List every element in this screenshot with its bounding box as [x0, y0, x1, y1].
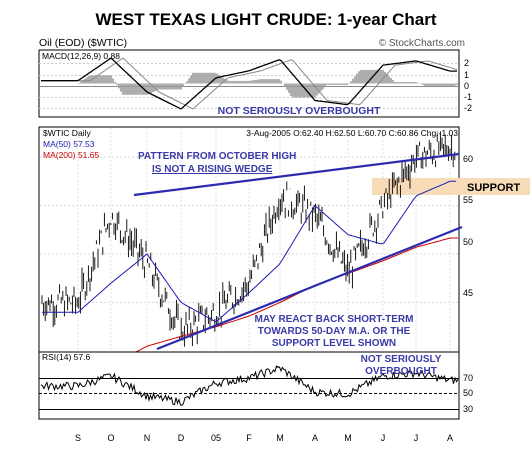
- ma50-line: [42, 180, 456, 323]
- price-name: $WTIC Daily: [43, 128, 91, 138]
- wedge-annotation-2: IS NOT A RISING WEDGE: [152, 164, 273, 175]
- wedge-annotation-1: PATTERN FROM OCTOBER HIGH: [138, 151, 296, 162]
- price-quote: 3-Aug-2005 O:62.40 H:62.50 L:60.70 C:60.…: [246, 128, 458, 138]
- upper-trendline: [133, 152, 460, 197]
- price-ytick-45: 45: [463, 288, 473, 298]
- x-label-05: 05: [211, 433, 221, 443]
- macd-annotation: NOT SERIOUSLY OVERBOUGHT: [218, 105, 381, 117]
- price-ytick-50: 50: [463, 237, 473, 247]
- support-band: [372, 178, 459, 195]
- macd-line: [41, 57, 457, 110]
- watermark: © StockCharts.com: [379, 38, 465, 49]
- macd-panel: MACD(12,26,9) 0.88 NOT SERIOUSLY OVERBOU…: [38, 49, 472, 118]
- macd-histogram: [78, 69, 458, 98]
- x-label-m2: M: [344, 433, 352, 443]
- ma200-label: MA(200) 51.65: [43, 150, 99, 160]
- macd-ytick-1: 1: [464, 70, 469, 80]
- x-label-s: S: [75, 433, 81, 443]
- macd-label: MACD(12,26,9) 0.88: [42, 51, 120, 61]
- rsi-label: RSI(14) 57.6: [42, 352, 90, 362]
- symbol-line: Oil (EOD) ($WTIC): [39, 37, 127, 49]
- react-annotation-1: MAY REACT BACK SHORT-TERM: [255, 314, 414, 325]
- rsi-panel: RSI(14) 57.6 NOT SERIOUSLY OVERBOUGHT 70…: [38, 351, 473, 420]
- react-annotation-2: TOWARDS 50-DAY M.A. OR THE: [258, 326, 411, 337]
- x-label-f: F: [246, 433, 252, 443]
- x-label-j1: J: [381, 433, 386, 443]
- x-label-o: O: [107, 433, 114, 443]
- price-ytick-55: 55: [463, 195, 473, 205]
- price-grid: [40, 128, 458, 351]
- macd-ytick-m2: -2: [464, 103, 472, 113]
- x-label-a1: A: [312, 433, 318, 443]
- macd-ytick-2: 2: [464, 58, 469, 68]
- rsi-ytick-50: 50: [463, 388, 473, 398]
- react-annotation-3: SUPPORT LEVEL SHOWN: [272, 338, 396, 349]
- x-label-n: N: [144, 433, 151, 443]
- macd-ytick-m1: -1: [464, 92, 472, 102]
- macd-ytick-0: 0: [464, 81, 469, 91]
- chart-title: WEST TEXAS LIGHT CRUDE: 1-year Chart: [96, 10, 437, 29]
- price-ytick-60: 60: [463, 154, 473, 164]
- rsi-annotation-2: OVERBOUGHT: [365, 366, 437, 377]
- rsi-ytick-70: 70: [463, 373, 473, 383]
- price-bars: [41, 131, 456, 347]
- x-label-j2: J: [414, 433, 419, 443]
- rsi-line: [40, 365, 459, 406]
- x-label-a2: A: [447, 433, 453, 443]
- x-axis: S O N D 05 F M A M J J A: [75, 433, 453, 443]
- ma200-line: [95, 237, 458, 366]
- price-panel: $WTIC Daily 3-Aug-2005 O:62.40 H:62.50 L…: [38, 126, 473, 366]
- rsi-annotation-1: NOT SERIOUSLY: [361, 354, 442, 365]
- support-label-box: [459, 178, 530, 195]
- lower-trendline: [156, 225, 463, 351]
- x-label-d: D: [178, 433, 185, 443]
- support-label: SUPPORT: [467, 182, 520, 194]
- x-label-m1: M: [276, 433, 284, 443]
- macd-signal-line: [41, 57, 458, 110]
- ma50-label: MA(50) 57.53: [43, 139, 95, 149]
- rsi-ytick-30: 30: [463, 404, 473, 414]
